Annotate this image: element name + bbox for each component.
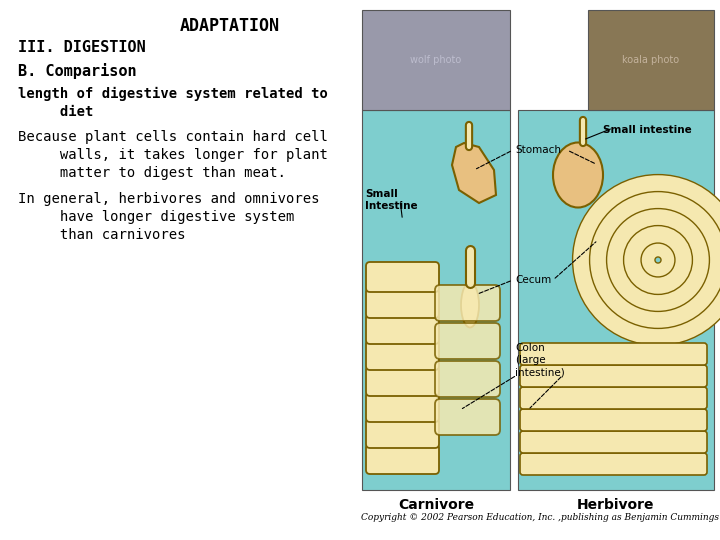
FancyBboxPatch shape bbox=[520, 343, 707, 365]
FancyBboxPatch shape bbox=[435, 323, 500, 359]
Text: Herbivore: Herbivore bbox=[577, 498, 654, 512]
Text: III. DIGESTION: III. DIGESTION bbox=[18, 40, 145, 55]
Ellipse shape bbox=[461, 282, 479, 327]
Text: Stomach: Stomach bbox=[515, 145, 561, 155]
FancyBboxPatch shape bbox=[366, 392, 439, 422]
Text: B. Comparison: B. Comparison bbox=[18, 63, 137, 79]
FancyBboxPatch shape bbox=[520, 431, 707, 453]
Text: Because plant cells contain hard cell: Because plant cells contain hard cell bbox=[18, 130, 328, 144]
Text: In general, herbivores and omnivores: In general, herbivores and omnivores bbox=[18, 192, 320, 206]
FancyBboxPatch shape bbox=[366, 418, 439, 448]
Text: diet: diet bbox=[18, 105, 94, 119]
Polygon shape bbox=[452, 143, 496, 203]
FancyBboxPatch shape bbox=[588, 10, 714, 110]
FancyBboxPatch shape bbox=[366, 288, 439, 318]
FancyBboxPatch shape bbox=[520, 453, 707, 475]
Text: walls, it takes longer for plant: walls, it takes longer for plant bbox=[18, 148, 328, 162]
Text: Carnivore: Carnivore bbox=[398, 498, 474, 512]
Text: Small
Intestine: Small Intestine bbox=[365, 189, 418, 211]
Text: koala photo: koala photo bbox=[622, 55, 680, 65]
FancyBboxPatch shape bbox=[366, 314, 439, 344]
FancyBboxPatch shape bbox=[520, 365, 707, 387]
FancyBboxPatch shape bbox=[520, 387, 707, 409]
Text: Colon
(large
intestine): Colon (large intestine) bbox=[515, 342, 564, 377]
FancyBboxPatch shape bbox=[435, 285, 500, 321]
FancyBboxPatch shape bbox=[366, 444, 439, 474]
FancyBboxPatch shape bbox=[435, 399, 500, 435]
FancyBboxPatch shape bbox=[362, 10, 510, 110]
Text: ADAPTATION: ADAPTATION bbox=[180, 17, 280, 35]
FancyBboxPatch shape bbox=[435, 361, 500, 397]
FancyBboxPatch shape bbox=[366, 366, 439, 396]
FancyBboxPatch shape bbox=[520, 409, 707, 431]
Text: wolf photo: wolf photo bbox=[410, 55, 462, 65]
Text: have longer digestive system: have longer digestive system bbox=[18, 210, 294, 224]
Polygon shape bbox=[362, 110, 510, 490]
Text: than carnivores: than carnivores bbox=[18, 228, 186, 242]
Ellipse shape bbox=[553, 143, 603, 207]
Text: length of digestive system related to: length of digestive system related to bbox=[18, 87, 328, 101]
FancyBboxPatch shape bbox=[366, 340, 439, 370]
FancyBboxPatch shape bbox=[366, 262, 439, 292]
Text: Cecum: Cecum bbox=[515, 275, 552, 285]
Text: Copyright © 2002 Pearson Education, Inc. ,publishing as Benjamin Cummings: Copyright © 2002 Pearson Education, Inc.… bbox=[361, 513, 719, 522]
Text: matter to digest than meat.: matter to digest than meat. bbox=[18, 166, 286, 180]
Text: Small intestine: Small intestine bbox=[603, 125, 692, 135]
Polygon shape bbox=[518, 110, 714, 490]
